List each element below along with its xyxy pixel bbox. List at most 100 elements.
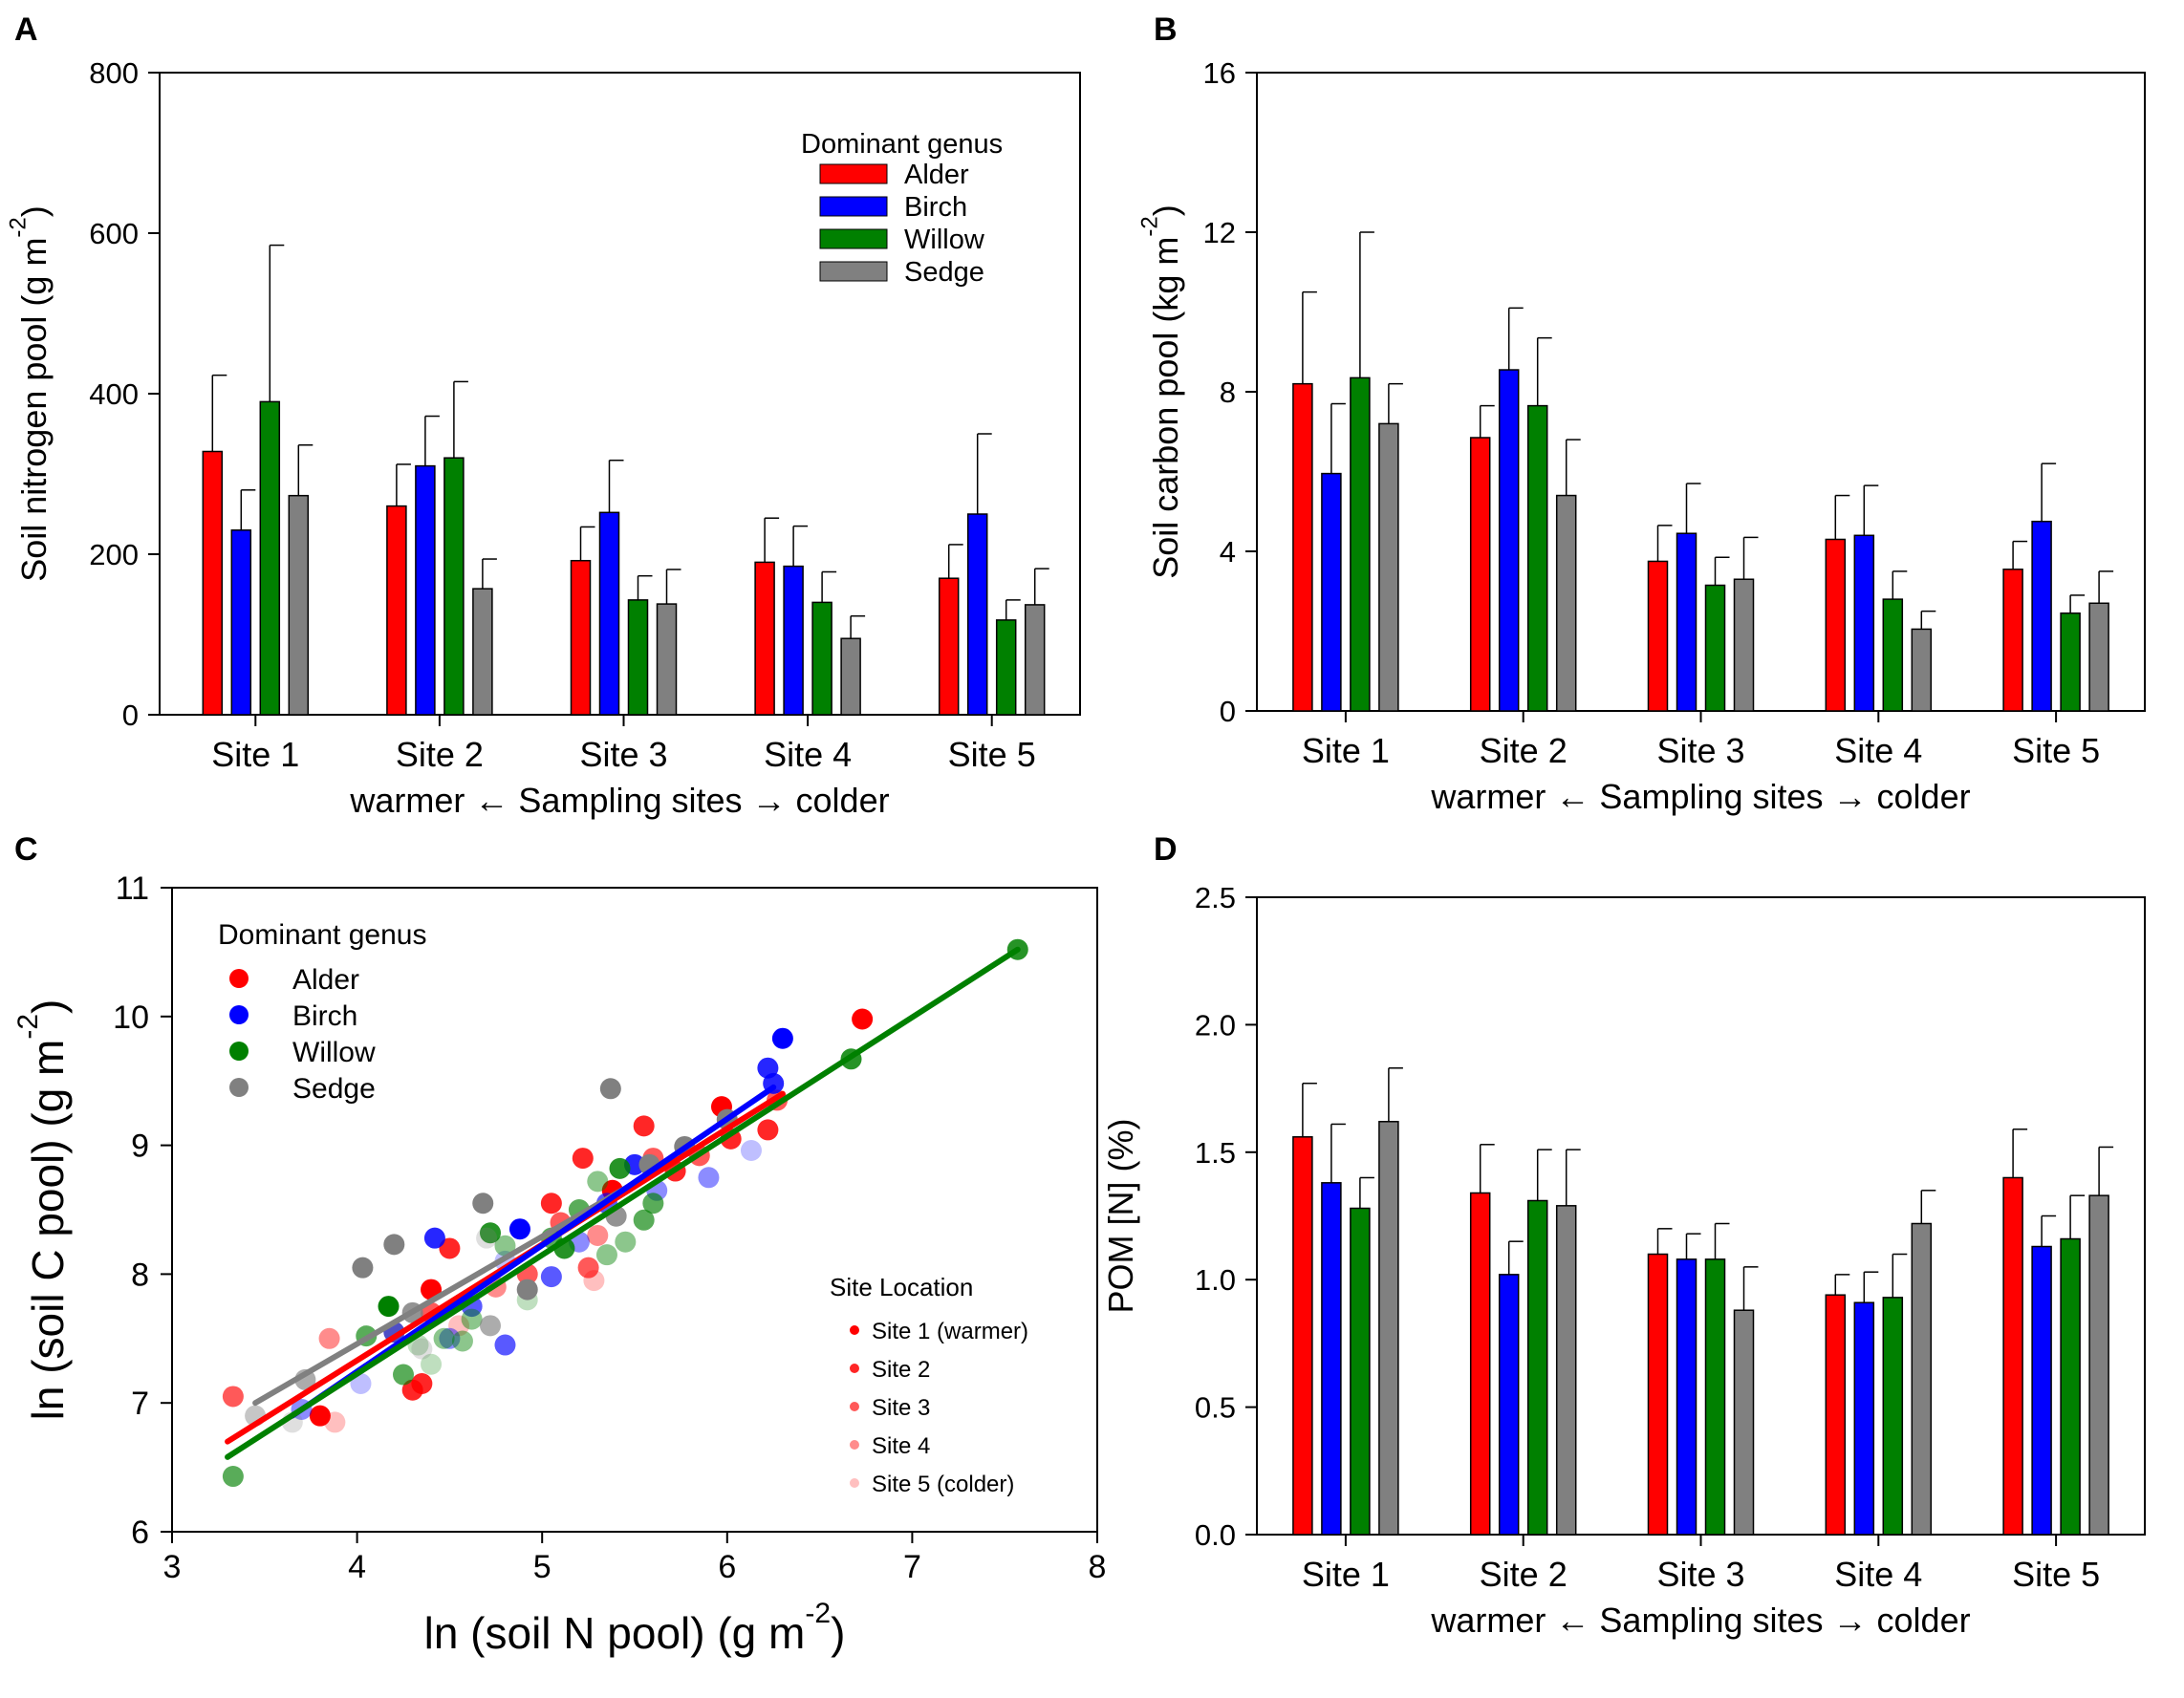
bar-birch (2031, 1245, 2052, 1536)
bar-birch (598, 511, 620, 716)
point-alder (852, 1008, 874, 1030)
bar-alder (1647, 560, 1669, 712)
plot-frame (171, 887, 1098, 1533)
point-willow (461, 1308, 483, 1330)
y-tick-label: 1.5 (1195, 1136, 1236, 1170)
point-willow (494, 1235, 516, 1257)
bar-birch (1853, 534, 1875, 712)
bar-sedge (1555, 1205, 1577, 1536)
y-tick-label: 7 (131, 1386, 149, 1422)
y-tick-label: 4 (1220, 535, 1236, 569)
bar-sedge (840, 637, 861, 716)
site-legend-marker (850, 1325, 859, 1335)
legend-marker-sedge (229, 1078, 249, 1097)
x-tick-label: Site 3 (1656, 1555, 1744, 1594)
y-axis-label: Soil carbon pool (kg m-2) (1136, 204, 1185, 579)
x-axis-label: ln (soil N pool) (g m-2) (424, 1598, 846, 1658)
point-willow (479, 1222, 501, 1244)
bar-alder (2002, 1176, 2023, 1536)
point-alder (448, 1315, 470, 1337)
x-axis-label: warmer ← Sampling sites → colder (349, 781, 889, 820)
x-tick-label: 5 (533, 1549, 551, 1585)
point-alder (587, 1224, 609, 1246)
bar-willow (1704, 584, 1726, 712)
legend-label-alder: Alder (904, 160, 969, 190)
bar-birch (783, 565, 804, 716)
bar-willow (811, 601, 833, 716)
legend-label-willow: Willow (904, 225, 985, 255)
x-tick-label: 8 (1089, 1549, 1107, 1585)
panel-label-A: A (14, 11, 38, 48)
point-sedge (479, 1315, 501, 1337)
site-legend-label: Site 3 (872, 1395, 930, 1421)
legend-label-birch: Birch (292, 1000, 357, 1032)
x-tick-label: Site 2 (1480, 731, 1568, 770)
bar-birch (1321, 472, 1342, 712)
point-birch (508, 1218, 530, 1240)
point-birch (350, 1372, 372, 1394)
point-alder (583, 1270, 605, 1292)
bar-sedge (1733, 578, 1755, 712)
x-tick-label: Site 2 (1480, 1555, 1568, 1594)
bar-birch (1498, 1274, 1520, 1536)
fit-line-sedge (252, 1174, 647, 1407)
point-birch (540, 1266, 562, 1288)
point-willow (615, 1231, 637, 1253)
bar-sedge (1911, 628, 1933, 712)
bar-birch (1676, 532, 1697, 712)
y-tick-label: 2.0 (1195, 1008, 1236, 1042)
bar-sedge (1911, 1222, 1933, 1536)
bar-alder (386, 505, 407, 716)
bar-birch (966, 513, 988, 716)
bar-alder (1469, 437, 1491, 712)
x-tick-label: Site 1 (1302, 1555, 1390, 1594)
y-tick-label: 400 (89, 377, 139, 411)
y-axis-label: Soil nitrogen pool (g m-2) (5, 205, 54, 582)
legend-marker-birch (229, 1005, 249, 1024)
legend-swatch-alder (819, 163, 888, 184)
y-tick-label: 800 (89, 56, 139, 90)
x-tick-label: Site 5 (2012, 731, 2100, 770)
legend: Dominant genus Alder Birch Willow Sedge (218, 919, 426, 1105)
bar-alder (938, 577, 960, 716)
x-tick-label: 6 (718, 1549, 736, 1585)
point-willow (587, 1171, 609, 1193)
legend-swatch-birch (819, 196, 888, 217)
point-birch (423, 1227, 445, 1249)
point-birch (698, 1167, 720, 1189)
bar-alder (1292, 382, 1313, 712)
legend-label-willow: Willow (292, 1037, 376, 1068)
bar-willow (1350, 376, 1371, 712)
point-willow (642, 1193, 664, 1214)
bar-willow (1882, 1297, 1904, 1536)
x-tick-label: Site 2 (396, 735, 484, 774)
point-sedge (411, 1338, 433, 1360)
bar-alder (1825, 1294, 1847, 1536)
y-tick-label: 0.0 (1195, 1518, 1236, 1552)
bar-sedge (1378, 422, 1399, 712)
bar-birch (1853, 1301, 1875, 1536)
point-alder (439, 1237, 461, 1259)
x-tick-label: Site 3 (579, 735, 667, 774)
bar-sedge (1555, 494, 1577, 712)
y-tick-label: 200 (89, 538, 139, 571)
x-tick-label: Site 5 (2012, 1555, 2100, 1594)
point-birch (494, 1334, 516, 1356)
point-willow (633, 1209, 655, 1231)
bar-birch (1498, 369, 1520, 712)
y-tick-label: 1.0 (1195, 1263, 1236, 1297)
legend-marker-willow (229, 1042, 249, 1061)
bar-alder (1292, 1136, 1313, 1536)
x-tick-label: Site 3 (1656, 731, 1744, 770)
legend-swatch-willow (819, 228, 888, 249)
bar-alder (754, 561, 775, 716)
bar-willow (259, 400, 281, 716)
site-legend-label: Site 2 (872, 1357, 930, 1383)
x-tick-label: Site 1 (211, 735, 299, 774)
point-willow (222, 1466, 244, 1488)
bar-alder (570, 559, 592, 716)
point-sedge (472, 1193, 494, 1214)
point-willow (421, 1353, 443, 1375)
y-tick-label: 16 (1203, 56, 1236, 90)
bar-alder (1469, 1192, 1491, 1536)
